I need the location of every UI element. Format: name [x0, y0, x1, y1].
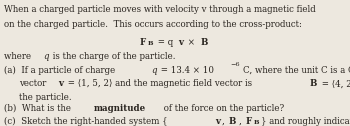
Text: B: B: [147, 41, 153, 46]
Text: vector: vector: [19, 79, 49, 88]
Text: (b)  What is the: (b) What is the: [4, 104, 74, 113]
Text: q: q: [151, 66, 157, 75]
Text: = ⟨1, 5, 2⟩ and the magnetic field vector is: = ⟨1, 5, 2⟩ and the magnetic field vecto…: [64, 79, 254, 88]
Text: C, where the unit C is a Coulomb, moves according to the velocity: C, where the unit C is a Coulomb, moves …: [243, 66, 350, 75]
Text: of the force on the particle?: of the force on the particle?: [161, 104, 285, 113]
Text: F: F: [246, 117, 252, 126]
Text: v: v: [178, 38, 183, 47]
Text: F: F: [140, 38, 146, 47]
Text: q: q: [43, 52, 48, 61]
Text: ,: ,: [222, 117, 228, 126]
Text: ,: ,: [239, 117, 244, 126]
Text: the particle.: the particle.: [19, 93, 72, 102]
Text: B: B: [254, 120, 259, 125]
Text: = q: = q: [154, 38, 173, 47]
Text: = ⟨4, 2, −1⟩, find the force vector: = ⟨4, 2, −1⟩, find the force vector: [319, 79, 350, 88]
Text: B: B: [309, 79, 317, 88]
Text: (a)  If a particle of charge: (a) If a particle of charge: [4, 66, 118, 75]
Text: v: v: [58, 79, 63, 88]
Text: v: v: [215, 117, 220, 126]
Text: where: where: [4, 52, 34, 61]
Text: When a charged particle moves with velocity v through a magnetic field: When a charged particle moves with veloc…: [4, 5, 319, 14]
Text: B: B: [201, 38, 208, 47]
Text: is the charge of the particle.: is the charge of the particle.: [50, 52, 175, 61]
Text: ×: ×: [184, 38, 197, 47]
Text: on the charged particle.  This occurs according to the cross-product:: on the charged particle. This occurs acc…: [4, 20, 302, 28]
Text: } and roughly indicate the: } and roughly indicate the: [261, 117, 350, 126]
Text: B: B: [229, 117, 236, 126]
Text: = 13.4 × 10: = 13.4 × 10: [159, 66, 215, 75]
Text: (c)  Sketch the right-handed system {: (c) Sketch the right-handed system {: [4, 117, 168, 126]
Text: magnitude: magnitude: [94, 104, 146, 113]
Text: −6: −6: [231, 62, 240, 67]
